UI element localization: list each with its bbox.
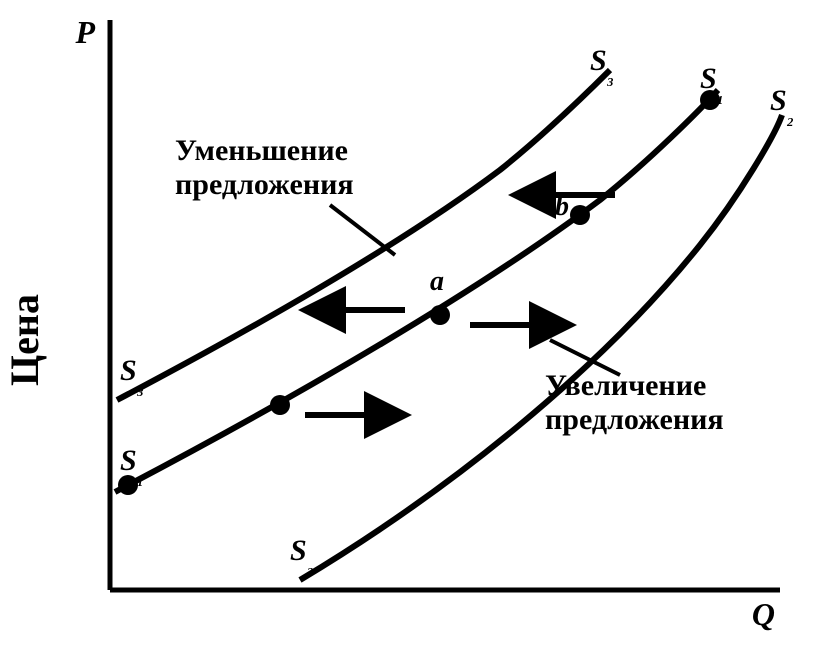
data-point — [570, 205, 590, 225]
p-axis-label: P — [74, 14, 95, 50]
annotations: Уменьшениепредложения Увеличениепредложен… — [175, 134, 724, 436]
annotation-increase: Увеличениепредложения — [545, 369, 724, 436]
supply-shift-diagram: Цена P Q S₁ S₁ S₂ S₂ S₃ S₃ ab Уменьшение… — [0, 0, 813, 655]
annotation-pointer — [330, 205, 395, 255]
annotation-decrease: Уменьшениепредложения — [175, 134, 354, 201]
data-point — [430, 305, 450, 325]
y-axis-title: Цена — [2, 294, 47, 386]
point-label-a: a — [430, 266, 444, 297]
s2-start-label: S₂ — [290, 534, 314, 577]
data-point — [270, 395, 290, 415]
chart-svg: Цена P Q S₁ S₁ S₂ S₂ S₃ S₃ ab Уменьшение… — [0, 0, 813, 655]
q-axis-label: Q — [752, 596, 775, 632]
curve-s3 — [117, 70, 610, 400]
data-point — [700, 90, 720, 110]
data-point — [118, 475, 138, 495]
